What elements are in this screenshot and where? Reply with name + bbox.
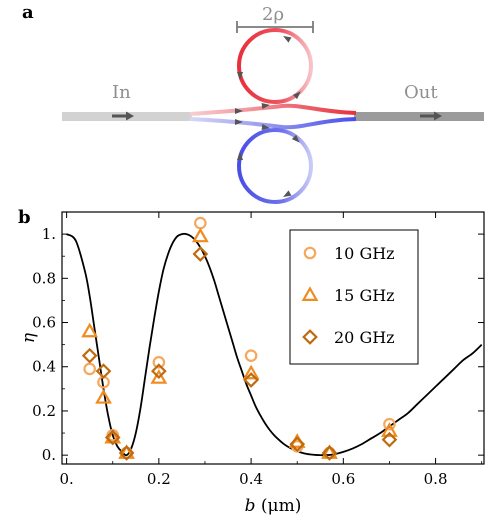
lower-ring-resonator [237, 128, 313, 204]
data-point-diamond [150, 363, 167, 380]
x-tick-label: 0.6 [331, 470, 355, 488]
output-label: Out [404, 82, 438, 103]
legend-items: 10 GHz 15 GHz 20 GHz [301, 244, 395, 347]
x-tick-label: 0.4 [239, 470, 263, 488]
theory-curve-layer [66, 232, 483, 457]
data-point-triangle [242, 364, 260, 380]
axis-ticks: 0. 0.2 0.4 0.6 0.8 0. 0.2 0.4 0.6 0.8 1. [32, 212, 484, 488]
data-point-circle [152, 356, 166, 369]
data-point-circle [383, 417, 396, 431]
arrow-icon [237, 72, 243, 80]
data-point-diamond [95, 363, 112, 380]
plot-frame [61, 211, 485, 465]
data-point-diamond [289, 436, 306, 452]
data-point-circle [194, 216, 207, 230]
legend-marker-diamond [302, 329, 318, 345]
y-tick-label: 0.8 [32, 269, 56, 287]
arrow-icon [283, 190, 292, 197]
data-point-triangle [95, 388, 112, 404]
series-triangle [81, 227, 398, 459]
data-point-circle [83, 362, 96, 376]
arrow-icon [235, 108, 243, 114]
ring-diameter-label: 2ρ [262, 4, 284, 25]
panel-a-label: a [22, 2, 34, 23]
input-label: In [112, 82, 131, 103]
panel-b-label: b [18, 207, 31, 228]
data-point-diamond [81, 347, 98, 364]
arrow-icon [261, 103, 270, 109]
output-waveguide [354, 112, 484, 121]
panel-a: a 2ρ In Out [22, 2, 484, 204]
theory-curve [66, 232, 483, 457]
arrow-icon [112, 111, 134, 121]
ring-diameter-marker [236, 21, 314, 33]
y-tick-label: 0.4 [32, 358, 56, 376]
data-point-diamond [192, 246, 209, 262]
y-tick-label: 0.6 [32, 314, 56, 332]
data-marker-layer [81, 216, 398, 461]
arrow-icon [237, 152, 243, 160]
data-point-diamond [381, 431, 398, 448]
y-tick-label: 0. [42, 446, 56, 464]
data-point-circle [244, 349, 258, 362]
data-point-diamond [118, 445, 135, 461]
arrow-icon [235, 119, 243, 125]
data-point-diamond [321, 445, 338, 461]
legend-label: 20 GHz [334, 328, 395, 347]
arrow-icon [291, 134, 300, 143]
y-tick-label: 0.2 [32, 402, 56, 420]
lower-coupler-waveguide [189, 117, 357, 130]
x-tick-label: 0.2 [147, 470, 171, 488]
panel-b: b 0. 0.2 0.4 0.6 0.80.0.20.40.60.81. b (μm) … [18, 207, 485, 516]
x-tick-label: 0. [59, 470, 73, 488]
flow-arrows [112, 36, 442, 197]
y-axis-label: η [19, 332, 39, 343]
data-point-diamond [243, 372, 259, 388]
x-tick-label: 0.8 [424, 470, 448, 488]
arrow-icon [420, 111, 442, 121]
data-point-triangle [150, 369, 168, 384]
legend-marker-circle [303, 246, 317, 260]
y-tick-label: 1. [42, 225, 56, 243]
data-point-triangle [381, 422, 398, 437]
data-point-triangle [81, 322, 99, 338]
upper-ring-resonator [237, 28, 313, 104]
legend-label: 15 GHz [334, 286, 395, 305]
data-point-triangle [191, 227, 209, 243]
arrow-icon [261, 124, 270, 130]
legend-marker-triangle [301, 286, 319, 301]
legend: 10 GHz 15 GHz 20 GHz [289, 229, 419, 365]
arrow-icon [292, 91, 301, 100]
upper-coupler-waveguide [189, 103, 357, 116]
plot-area: 0. 0.2 0.4 0.6 0.8 0. 0.2 0.4 0.6 0.8 1. [32, 211, 485, 488]
arrow-icon [283, 36, 292, 43]
series-diamond [81, 246, 398, 461]
x-axis-label: b (μm) [245, 496, 302, 516]
data-point-diamond [104, 429, 121, 446]
legend-label: 10 GHz [334, 244, 395, 263]
